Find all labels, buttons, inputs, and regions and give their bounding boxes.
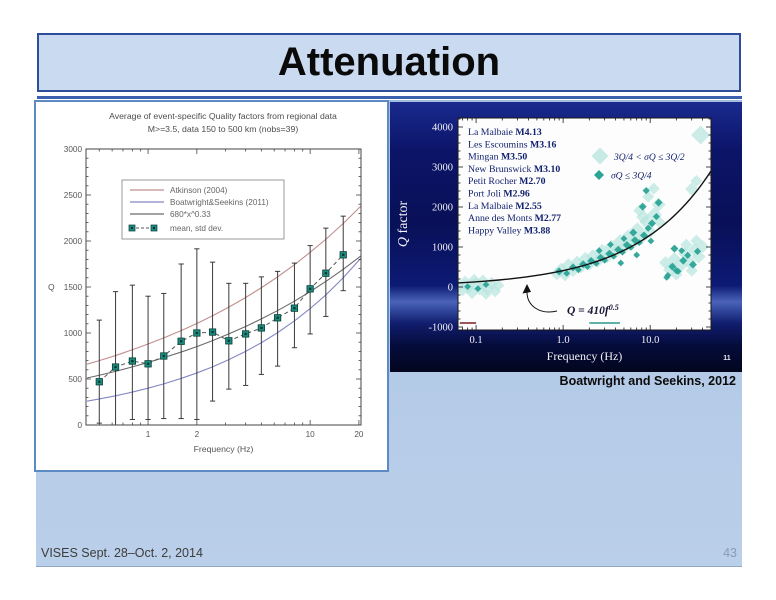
svg-text:10: 10 xyxy=(306,430,316,439)
svg-text:New Brunswick M3.10: New Brunswick M3.10 xyxy=(468,164,560,175)
svg-text:10.0: 10.0 xyxy=(641,335,659,346)
svg-text:mean, std dev.: mean, std dev. xyxy=(170,224,223,233)
error-bars xyxy=(96,215,346,425)
page-number: 43 xyxy=(723,546,737,560)
svg-text:σQ ≤ 3Q/4: σQ ≤ 3Q/4 xyxy=(611,172,652,182)
svg-text:20: 20 xyxy=(354,430,364,439)
svg-text:2000: 2000 xyxy=(64,237,83,246)
title-box: Attenuation xyxy=(37,33,741,92)
svg-text:Happy Valley M3.88: Happy Valley M3.88 xyxy=(468,225,550,236)
svg-text:Mingan M3.50: Mingan M3.50 xyxy=(468,152,527,163)
annotation-arrowhead xyxy=(522,284,531,294)
svg-text:Boatwright&Seekins (2011): Boatwright&Seekins (2011) xyxy=(170,198,269,207)
svg-text:Atkinson (2004): Atkinson (2004) xyxy=(170,186,228,195)
dark-diamond-icon xyxy=(594,170,604,180)
left-ticks xyxy=(86,148,361,426)
scatter-dark-series xyxy=(464,187,702,292)
footer-text: VISES Sept. 28–Oct. 2, 2014 xyxy=(41,546,203,560)
page-title: Attenuation xyxy=(277,40,501,84)
right-plot-frame xyxy=(457,117,712,331)
title-underline xyxy=(37,96,742,99)
left-xlabel: Frequency (Hz) xyxy=(194,444,254,454)
svg-text:3000: 3000 xyxy=(64,145,83,154)
svg-text:3Q/4 < σQ ≤ 3Q/2: 3Q/4 < σQ ≤ 3Q/2 xyxy=(613,153,685,163)
svg-text:Les Escoumins M3.16: Les Escoumins M3.16 xyxy=(468,139,557,150)
svg-text:Petit Rocher M2.70: Petit Rocher M2.70 xyxy=(468,176,546,187)
left-legend: Atkinson (2004) Boatwright&Seekins (2011)… xyxy=(121,179,285,240)
svg-text:2: 2 xyxy=(195,430,200,439)
mean-line xyxy=(98,254,344,383)
left-chart-title: Average of event-specific Quality factor… xyxy=(109,111,337,121)
svg-text:0.1: 0.1 xyxy=(470,335,483,346)
right-chart: Q = 410f0.5 -1000 0 1000 2000 3000 4000 0.1 1.0 1… xyxy=(396,117,731,363)
svg-text:2000: 2000 xyxy=(432,203,453,214)
right-xlabel: Frequency (Hz) xyxy=(547,349,623,363)
line-series-1 xyxy=(86,257,361,402)
right-chart-panel: Q = 410f0.5 -1000 0 1000 2000 3000 4000 0.1 1.0 1… xyxy=(390,102,742,372)
svg-text:4000: 4000 xyxy=(432,123,453,134)
caption-boatwright: Boatwright and Seekins, 2012 xyxy=(559,374,736,388)
right-ylabel: Q factor xyxy=(396,201,411,248)
fit-curve xyxy=(458,170,711,284)
svg-text:Port Joli M2.96: Port Joli M2.96 xyxy=(468,189,530,200)
svg-text:1000: 1000 xyxy=(64,329,83,338)
right-plot-bg xyxy=(458,118,711,330)
left-plot-area xyxy=(86,205,361,425)
left-chart-panel: Average of event-specific Quality factor… xyxy=(34,100,389,472)
svg-text:0: 0 xyxy=(448,283,453,294)
svg-text:2500: 2500 xyxy=(64,191,83,200)
annotation-arrow xyxy=(526,291,558,313)
svg-text:1500: 1500 xyxy=(64,283,83,292)
left-ylabel: Q xyxy=(48,282,55,292)
svg-text:1.0: 1.0 xyxy=(557,335,570,346)
mean-markers xyxy=(95,251,347,386)
sigma-legend: 3Q/4 < σQ ≤ 3Q/2 σQ ≤ 3Q/4 xyxy=(591,147,685,182)
svg-text:680*x^0.33: 680*x^0.33 xyxy=(170,210,211,219)
left-chart-subtitle: M>=3.5, data 150 to 500 km (nobs=39) xyxy=(148,124,299,134)
svg-text:-1000: -1000 xyxy=(429,323,454,334)
svg-text:500: 500 xyxy=(68,375,82,384)
embedded-slide-number: 11 xyxy=(723,355,731,362)
curve-annotation: Q = 410f0.5 xyxy=(567,303,619,317)
light-diamond-icon xyxy=(591,147,609,165)
left-chart: Average of event-specific Quality factor… xyxy=(48,111,364,454)
svg-text:La Malbaie M4.13: La Malbaie M4.13 xyxy=(468,127,542,138)
svg-text:0: 0 xyxy=(77,421,82,430)
right-ticks xyxy=(458,118,712,330)
svg-text:1000: 1000 xyxy=(432,243,453,254)
line-series-2 xyxy=(86,255,361,379)
svg-text:La Malbaie M2.55: La Malbaie M2.55 xyxy=(468,201,542,212)
svg-text:1: 1 xyxy=(146,430,151,439)
svg-text:Anne des Monts M2.77: Anne des Monts M2.77 xyxy=(468,213,561,224)
svg-text:3000: 3000 xyxy=(432,163,453,174)
line-series-0 xyxy=(86,205,361,365)
